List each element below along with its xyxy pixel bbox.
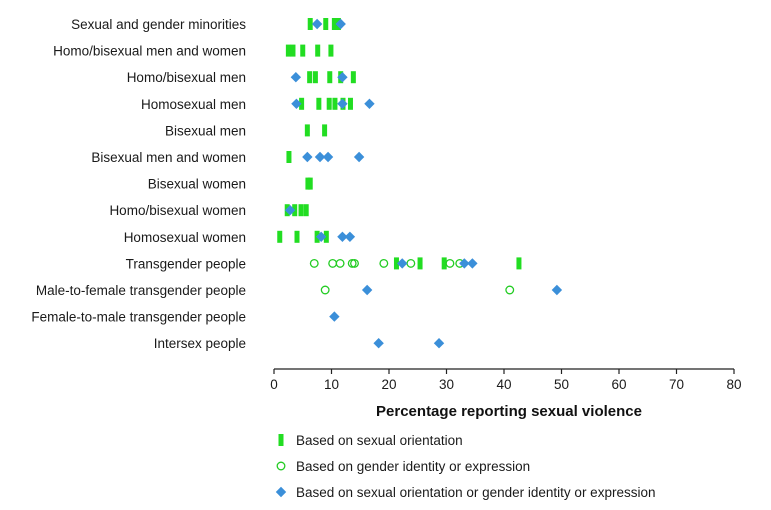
marker-diamond-transgender-people (467, 258, 478, 269)
marker-bar-homo-bisexual-men-and-women (315, 44, 321, 57)
marker-bar-bisexual-women (307, 177, 313, 190)
marker-diamond-homo-bisexual-men (290, 72, 302, 83)
marker-diamond-homo-bisexual-women (284, 205, 296, 216)
marker-bar-sexual-and-gender-minorities (323, 18, 329, 30)
x-tick-label: 40 (496, 377, 511, 392)
marker-circle-transgender-people (445, 258, 455, 268)
marker-diamond-homo-bisexual-men (337, 72, 348, 83)
category-label-homosexual-women: Homosexual women (124, 230, 246, 245)
marker-diamond-bisexual-men-and-women (314, 151, 326, 163)
x-tick-label: 0 (270, 377, 278, 392)
marker-bar-homo-bisexual-men-and-women (290, 44, 296, 57)
marker-bar-bisexual-men (322, 124, 328, 137)
marker-circle-transgender-people (328, 258, 338, 268)
legend-label-bar: Based on sexual orientation (296, 433, 463, 448)
marker-bar-homosexual-men (347, 97, 353, 110)
marker-circle-male-to-female-transgender-people (505, 285, 515, 295)
x-tick-label: 10 (324, 377, 339, 392)
marker-bar-homo-bisexual-women (303, 204, 309, 217)
marker-diamond-homosexual-men (291, 98, 302, 109)
category-label-sexual-and-gender-minorities: Sexual and gender minorities (71, 17, 246, 32)
marker-circle-transgender-people (379, 258, 389, 268)
marker-bar-homo-bisexual-women (298, 204, 304, 217)
marker-bar-bisexual-men (304, 124, 310, 137)
legend-marker-bar (278, 434, 284, 446)
marker-bar-homo-bisexual-men (327, 71, 333, 84)
marker-bar-homosexual-women (294, 230, 300, 243)
legend-marker-diamond (275, 486, 287, 498)
marker-bar-transgender-people (441, 257, 447, 270)
category-label-female-to-male-transgender-people: Female-to-male transgender people (31, 310, 246, 325)
x-tick-label: 20 (381, 377, 396, 392)
marker-bar-homosexual-men (332, 97, 338, 110)
marker-diamond-sexual-and-gender-minorities (311, 18, 323, 30)
marker-bar-sexual-and-gender-minorities (331, 18, 337, 30)
category-labels: Sexual and gender minorities Homo/bisexua… (31, 17, 246, 351)
marker-bar-sexual-and-gender-minorities (307, 18, 313, 30)
category-label-bisexual-men-and-women: Bisexual men and women (91, 150, 246, 165)
marker-bar-homo-bisexual-men (307, 71, 313, 84)
marker-bar-bisexual-men-and-women (286, 151, 292, 163)
marker-bar-homo-bisexual-men-and-women (300, 44, 306, 57)
marker-diamond-intersex-people (373, 338, 384, 349)
marker-diamond-bisexual-men-and-women (302, 151, 313, 163)
x-tick-label: 60 (611, 377, 626, 392)
category-label-bisexual-men: Bisexual men (165, 123, 246, 138)
data-markers (277, 18, 563, 349)
marker-circle-transgender-people (406, 258, 416, 268)
marker-circle-transgender-people (309, 258, 319, 268)
marker-circle-transgender-people (350, 258, 359, 268)
marker-diamond-male-to-female-transgender-people (361, 284, 373, 296)
category-label-intersex-people: Intersex people (154, 336, 246, 351)
marker-diamond-transgender-people (397, 258, 408, 269)
category-label-male-to-female-transgender-people: Male-to-female transgender people (36, 283, 246, 298)
category-label-homo-bisexual-men: Homo/bisexual men (127, 70, 246, 85)
marker-bar-homo-bisexual-men (350, 71, 356, 84)
x-tick-label: 70 (669, 377, 684, 392)
marker-bar-transgender-people (417, 257, 423, 270)
marker-diamond-transgender-people (459, 258, 470, 269)
category-label-homo-bisexual-men-and-women: Homo/bisexual men and women (53, 44, 246, 59)
marker-diamond-male-to-female-transgender-people (551, 284, 563, 296)
marker-bar-transgender-people (516, 257, 522, 270)
x-tick-label: 50 (554, 377, 569, 392)
category-label-homo-bisexual-women: Homo/bisexual women (109, 203, 246, 218)
marker-bar-homo-bisexual-men-and-women (285, 44, 291, 57)
marker-diamond-homosexual-men (337, 98, 348, 109)
legend-label-diamond: Based on sexual orientation or gender id… (296, 485, 655, 500)
category-label-transgender-people: Transgender people (126, 256, 246, 271)
marker-diamond-bisexual-men-and-women (353, 151, 365, 163)
category-label-homosexual-men: Homosexual men (141, 97, 246, 112)
marker-diamond-sexual-and-gender-minorities (335, 18, 346, 30)
marker-diamond-bisexual-men-and-women (322, 151, 334, 163)
x-axis-label: Percentage reporting sexual violence (376, 403, 642, 420)
legend-label-circle: Based on gender identity or expression (296, 459, 530, 474)
x-tick-label: 80 (726, 377, 741, 392)
marker-bar-homo-bisexual-men (312, 71, 318, 84)
marker-bar-homo-bisexual-men-and-women (328, 44, 334, 57)
marker-bar-homosexual-men (326, 97, 332, 110)
marker-diamond-homosexual-women (315, 231, 327, 242)
marker-bar-homosexual-men (316, 97, 322, 110)
marker-diamond-homosexual-women (344, 231, 356, 242)
category-label-bisexual-women: Bisexual women (148, 177, 246, 192)
marker-circle-male-to-female-transgender-people (320, 285, 330, 295)
legend: Based on sexual orientation Based on gend… (275, 433, 655, 500)
marker-bar-transgender-people (393, 257, 399, 270)
marker-diamond-intersex-people (433, 338, 445, 349)
legend-marker-circle (276, 461, 286, 471)
x-tick-label: 30 (439, 377, 454, 392)
marker-diamond-female-to-male-transgender-people (329, 311, 340, 322)
marker-diamond-homosexual-women (337, 231, 348, 242)
marker-circle-transgender-people (335, 258, 345, 268)
marker-diamond-homosexual-men (364, 98, 375, 109)
x-axis: 0 10 20 30 40 50 60 70 80 (270, 368, 742, 392)
marker-bar-homosexual-women (277, 230, 283, 243)
